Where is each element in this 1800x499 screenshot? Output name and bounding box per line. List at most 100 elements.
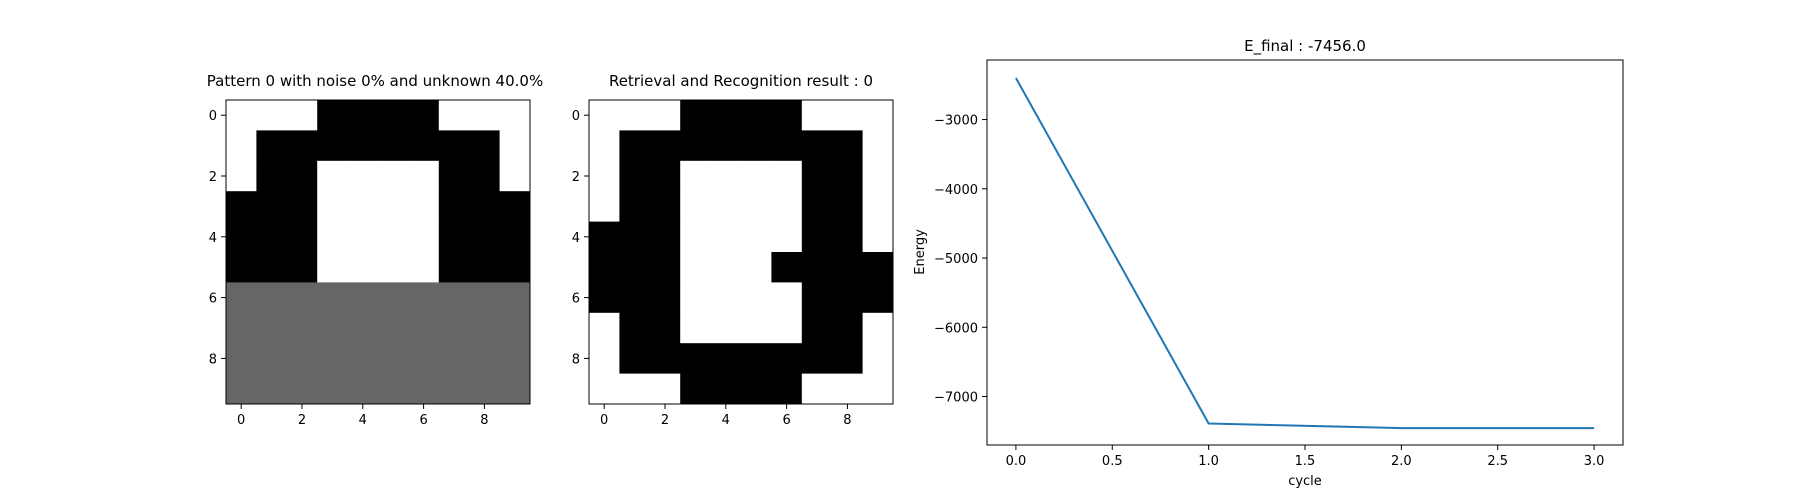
retrieval-result-y-tick-label: 2 [572, 170, 580, 185]
pattern-input-cell [317, 252, 348, 283]
pattern-input-cell [226, 252, 257, 283]
pattern-input-cell [317, 282, 348, 314]
pattern-input-cell [317, 221, 348, 253]
energy-x-tick-label: 1.5 [1295, 454, 1316, 469]
energy-y-ticks: −3000 −4000 −5000 −6000 −7000 [934, 114, 987, 406]
energy-series-line [1015, 77, 1595, 430]
retrieval-result-cell [619, 191, 651, 222]
pattern-input-cell [256, 100, 288, 131]
pattern-input-cell [286, 312, 318, 344]
retrieval-result-cell [832, 312, 863, 344]
pattern-input-cell [499, 160, 531, 192]
pattern-input-cell [438, 160, 470, 192]
retrieval-result-cell [771, 100, 803, 131]
pattern-input-cell [286, 252, 318, 283]
pattern-input-cell [438, 100, 470, 131]
retrieval-result-cell [589, 221, 620, 253]
retrieval-result-frame [588, 99, 894, 405]
retrieval-result-cell [801, 191, 833, 222]
retrieval-result-panel: Retrieval and Recognition result : 0 0 2 4… [572, 72, 894, 428]
energy-y-tick-label: −3000 [934, 114, 978, 129]
pattern-input-cell [347, 282, 379, 314]
pattern-input-cell [378, 221, 409, 253]
pattern-input-cell [438, 221, 470, 253]
pattern-input-cell [256, 373, 288, 405]
pattern-input-cell [347, 160, 379, 192]
pattern-input-cell [378, 191, 409, 222]
pattern-input-cell [378, 282, 409, 314]
pattern-input-cell [286, 373, 318, 405]
retrieval-result-cell [710, 221, 742, 253]
pattern-input-cell [378, 343, 409, 374]
pattern-input-cell [226, 191, 257, 222]
retrieval-result-y-tick-label: 6 [572, 292, 580, 307]
pattern-input-cell [286, 130, 318, 162]
pattern-input-cell [469, 312, 500, 344]
retrieval-result-cell [741, 343, 772, 374]
retrieval-result-cell [710, 343, 742, 374]
pattern-input-cell [317, 373, 348, 405]
retrieval-result-cell [649, 160, 681, 192]
retrieval-result-cell [680, 252, 711, 283]
pattern-input-cell [286, 282, 318, 314]
pattern-input-cell [469, 343, 500, 374]
pattern-input-cell [317, 191, 348, 222]
pattern-input-x-tick-label: 2 [298, 413, 306, 428]
retrieval-result-ticks: 0 2 4 6 8 0 2 4 6 8 [572, 109, 852, 428]
retrieval-result-cell [649, 373, 681, 405]
retrieval-result-cell [680, 343, 711, 374]
pattern-input-cell [438, 130, 470, 162]
retrieval-result-cell [710, 282, 742, 314]
energy-x-tick-label: 1.0 [1198, 454, 1219, 469]
pattern-input-cell [378, 252, 409, 283]
retrieval-result-cell [680, 100, 711, 131]
retrieval-result-cell [589, 312, 620, 344]
energy-x-ticks: 0.0 0.5 1.0 1.5 2.0 2.5 3.0 [1006, 445, 1604, 469]
retrieval-result-cell [741, 160, 772, 192]
retrieval-result-x-tick-label: 6 [782, 413, 790, 428]
retrieval-result-x-tick-label: 4 [722, 413, 730, 428]
retrieval-result-cell [832, 191, 863, 222]
retrieval-result-cell [832, 160, 863, 192]
pattern-input-y-tick-label: 6 [209, 292, 217, 307]
pattern-input-cell [408, 373, 440, 405]
pattern-input-cell [347, 221, 379, 253]
retrieval-result-cell [619, 130, 651, 162]
retrieval-result-cell [741, 100, 772, 131]
retrieval-result-cell [589, 373, 620, 405]
pattern-input-y-tick-label: 2 [209, 170, 217, 185]
pattern-input-cell [226, 130, 257, 162]
retrieval-result-cell [771, 191, 803, 222]
energy-y-tick-label: −7000 [934, 391, 978, 406]
pattern-input-cell [499, 130, 531, 162]
retrieval-result-cell [862, 282, 894, 314]
pattern-input-cell [438, 282, 470, 314]
pattern-input-cell [469, 373, 500, 405]
pattern-input-cell [408, 312, 440, 344]
pattern-input-cell [499, 221, 531, 253]
pattern-input-cell [469, 160, 500, 192]
pattern-input-cell [256, 130, 288, 162]
retrieval-result-cell [710, 160, 742, 192]
pattern-input-cell [438, 191, 470, 222]
energy-x-tick-label: 2.0 [1391, 454, 1412, 469]
retrieval-result-cell [801, 221, 833, 253]
pattern-input-y-tick-label: 8 [209, 352, 217, 367]
retrieval-result-cell [710, 373, 742, 405]
retrieval-result-cell [801, 100, 833, 131]
retrieval-result-cell [710, 312, 742, 344]
retrieval-result-cell [832, 373, 863, 405]
retrieval-result-cell [801, 252, 833, 283]
energy-chart-title: E_final : -7456.0 [1244, 37, 1366, 56]
pattern-input-cell [286, 160, 318, 192]
pattern-input-cell [499, 191, 531, 222]
pattern-input-cell [438, 252, 470, 283]
retrieval-result-y-tick-label: 0 [572, 109, 580, 124]
retrieval-result-cell [680, 160, 711, 192]
retrieval-result-cell [649, 130, 681, 162]
retrieval-result-cell [589, 282, 620, 314]
retrieval-result-cell [801, 282, 833, 314]
retrieval-result-x-tick-label: 2 [661, 413, 669, 428]
pattern-input-ticks: 0 2 4 6 8 0 2 4 6 8 [209, 109, 489, 428]
retrieval-result-cell [771, 160, 803, 192]
